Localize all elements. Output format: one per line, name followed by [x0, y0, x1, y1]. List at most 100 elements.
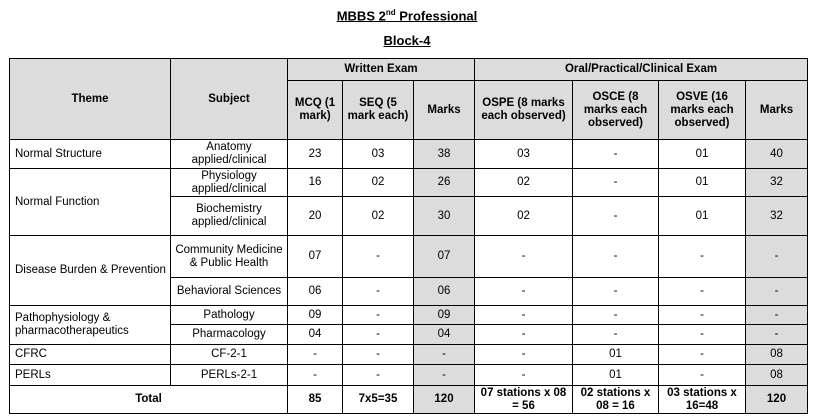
seq-cell: - — [342, 277, 414, 306]
mcq-cell: 06 — [287, 277, 343, 306]
ospe-cell: - — [474, 277, 573, 306]
marks-written-cell: - — [413, 364, 475, 386]
seq-cell: - — [342, 305, 414, 325]
mcq-cell: - — [287, 364, 343, 386]
header-mcq: MCQ (1 mark) — [287, 80, 343, 140]
osve-cell: - — [658, 324, 746, 345]
seq-cell: - — [342, 235, 414, 278]
theme-cell: PERLs — [9, 364, 171, 386]
osve-cell: 01 — [658, 139, 746, 169]
osce-cell: - — [572, 139, 659, 169]
header-osce: OSCE (8 marks each observed) — [572, 80, 659, 140]
marks-written-cell: 30 — [413, 196, 475, 236]
total-osce: 02 stations x 08 = 16 — [572, 385, 659, 414]
theme-cell: Disease Burden & Prevention — [9, 235, 171, 306]
total-ospe: 07 stations x 08 = 56 — [474, 385, 573, 414]
ospe-cell: - — [474, 235, 573, 278]
seq-cell: - — [342, 344, 414, 365]
ospe-cell: 03 — [474, 139, 573, 169]
seq-cell: 03 — [342, 139, 414, 169]
mcq-cell: 20 — [287, 196, 343, 236]
header-seq: SEQ (5 mark each) — [342, 80, 414, 140]
osce-cell: - — [572, 235, 659, 278]
ospe-cell: - — [474, 305, 573, 325]
osve-cell: - — [658, 305, 746, 325]
total-row: Total 85 7x5=35 120 07 stations x 08 = 5… — [9, 385, 809, 414]
osve-cell: 01 — [658, 196, 746, 236]
osve-cell: - — [658, 277, 746, 306]
block-title: Block-4 — [383, 33, 431, 48]
total-osve: 03 stations x 16=48 — [658, 385, 746, 414]
table-row: Pathophysiology & pharmacotherapeutics P… — [9, 305, 809, 345]
ospe-cell: - — [474, 344, 573, 365]
mcq-cell: 16 — [287, 168, 343, 197]
total-seq: 7x5=35 — [342, 385, 414, 414]
seq-cell: 02 — [342, 168, 414, 197]
header-osve: OSVE (16 marks each observed) — [658, 80, 746, 140]
ospe-cell: 02 — [474, 196, 573, 236]
marks-oral-cell: 08 — [744, 344, 809, 365]
table-row: Normal Function Physiology applied/clini… — [9, 168, 809, 236]
theme-cell: Normal Function — [9, 168, 171, 236]
header-ospe: OSPE (8 marks each observed) — [474, 80, 573, 140]
marks-oral-cell: 40 — [744, 139, 809, 169]
table-row: Pharmacology 04 - 04 - - - - — [10, 324, 809, 345]
subject-cell: Pathology — [170, 305, 288, 325]
osve-cell: - — [658, 364, 746, 386]
seq-cell: - — [342, 364, 414, 386]
ospe-cell: - — [474, 324, 573, 345]
table-row: CFRC CF-2-1 - - - - 01 - 08 — [9, 344, 809, 365]
mcq-cell: 07 — [287, 235, 343, 278]
header-marks-written: Marks — [413, 80, 475, 140]
header-written-exam: Written Exam — [287, 58, 475, 81]
subject-cell: Pharmacology — [170, 324, 288, 345]
osce-cell: - — [572, 324, 659, 345]
mcq-cell: 04 — [287, 324, 343, 345]
subject-cell: PERLs-2-1 — [170, 364, 288, 386]
table-row: Behavioral Sciences 06 - 06 - - - - — [10, 277, 809, 306]
total-marks-oral: 120 — [744, 385, 809, 414]
osce-cell: - — [572, 168, 659, 197]
ospe-cell: 02 — [474, 168, 573, 197]
header-row-2: MCQ (1 mark) SEQ (5 mark each) Marks OSP… — [10, 80, 809, 140]
ospe-cell: - — [474, 364, 573, 386]
exam-table: Theme Subject Written Exam Oral/Practica… — [9, 58, 809, 414]
osve-cell: 01 — [658, 168, 746, 197]
table-row: Biochemistry applied/clinical 20 02 30 0… — [10, 196, 809, 236]
marks-written-cell: - — [413, 344, 475, 365]
marks-oral-cell: 32 — [744, 196, 809, 236]
marks-written-cell: 06 — [413, 277, 475, 306]
subject-cell: Anatomy applied/clinical — [170, 139, 288, 169]
theme-cell: Normal Structure — [9, 139, 171, 169]
theme-cell: Pathophysiology & pharmacotherapeutics — [9, 305, 171, 345]
marks-oral-cell: - — [744, 277, 809, 306]
mcq-cell: 23 — [287, 139, 343, 169]
marks-written-cell: 07 — [413, 235, 475, 278]
header-oral-exam: Oral/Practical/Clinical Exam — [473, 58, 809, 81]
osve-cell: - — [658, 344, 746, 365]
mcq-cell: 09 — [287, 305, 343, 325]
marks-oral-cell: - — [744, 235, 809, 278]
marks-written-cell: 26 — [413, 168, 475, 197]
table-row: Normal Structure Anatomy applied/clinica… — [9, 139, 809, 169]
theme-cell: CFRC — [9, 344, 171, 365]
osce-cell: - — [572, 305, 659, 325]
table-row: Disease Burden & Prevention Community Me… — [9, 235, 809, 306]
marks-oral-cell: 32 — [744, 168, 809, 197]
osve-cell: - — [658, 235, 746, 278]
marks-oral-cell: 08 — [744, 364, 809, 386]
subject-cell: Biochemistry applied/clinical — [170, 196, 288, 236]
header-subject: Subject — [170, 58, 288, 140]
header-marks-oral: Marks — [744, 80, 809, 140]
marks-oral-cell: - — [744, 305, 809, 325]
subject-cell: Physiology applied/clinical — [170, 168, 288, 197]
total-label: Total — [9, 385, 288, 414]
seq-cell: 02 — [342, 196, 414, 236]
osce-cell: 01 — [572, 364, 659, 386]
marks-written-cell: 09 — [413, 305, 475, 325]
seq-cell: - — [342, 324, 414, 345]
total-mcq: 85 — [287, 385, 343, 414]
osce-cell: - — [572, 277, 659, 306]
header-row-1: Theme Subject Written Exam Oral/Practica… — [9, 58, 809, 140]
subject-cell: Behavioral Sciences — [170, 277, 288, 306]
